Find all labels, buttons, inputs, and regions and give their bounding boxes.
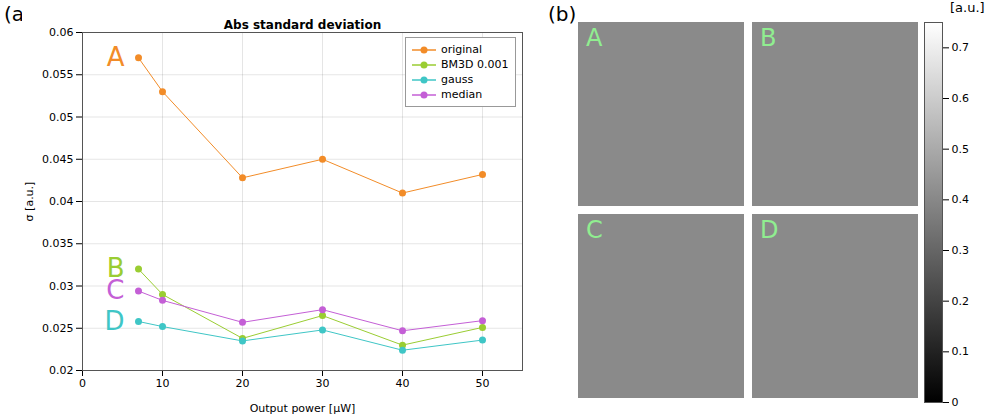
svg-text:10: 10 [156,377,170,390]
svg-text:0.7: 0.7 [952,41,970,54]
html-text:original: original [441,43,483,56]
svg-text:20: 20 [236,377,250,390]
html-text:A: A [586,24,603,52]
svg-text:0.05: 0.05 [49,111,74,124]
svg-text:0.1: 0.1 [952,345,970,358]
svg-text:0: 0 [79,377,86,390]
svg-text:0.6: 0.6 [952,92,970,105]
svg-text:30: 30 [316,377,330,390]
svg-text:0.02: 0.02 [49,364,74,377]
html-text:(a): (a) [4,2,32,26]
svg-text:0.06: 0.06 [49,26,74,39]
svg-text:0: 0 [952,396,959,409]
html-text:BM3D 0.001: BM3D 0.001 [441,58,509,71]
svg-text:0.5: 0.5 [952,143,970,156]
svg-text:40: 40 [396,377,410,390]
svg-text:50: 50 [476,377,490,390]
svg-text:A: A [107,42,125,72]
svg-text:D: D [104,306,124,336]
svg-text:0.3: 0.3 [952,244,970,257]
html-text:median: median [441,88,483,101]
svg-text:0.04: 0.04 [49,195,74,208]
svg-text:0.03: 0.03 [49,280,74,293]
svg-text:Abs standard deviation: Abs standard deviation [224,18,382,32]
html-text:D: D [760,216,779,244]
svg-text:0.025: 0.025 [42,322,74,335]
html-text:gauss: gauss [441,73,474,86]
svg-text:0.2: 0.2 [952,295,970,308]
svg-text:0.035: 0.035 [42,237,74,250]
svg-text:C: C [106,275,124,305]
svg-text:0.045: 0.045 [42,153,74,166]
svg-text:σ [a.u.]: σ [a.u.] [23,182,36,222]
html-text:[a.u.]: [a.u.] [950,0,985,15]
svg-text:0.4: 0.4 [952,193,970,206]
svg-text:B: B [106,253,125,284]
html-text:C: C [586,216,603,244]
html-text:B: B [760,24,777,52]
svg-text:0.055: 0.055 [42,68,74,81]
html-text:(b): (b) [548,2,577,26]
svg-text:Output power [μW]: Output power [μW] [250,402,356,415]
